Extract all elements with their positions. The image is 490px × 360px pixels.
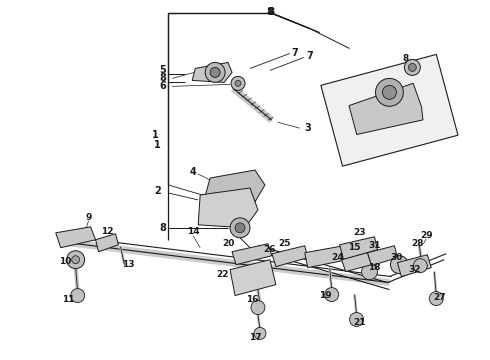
Circle shape [67,251,85,269]
Circle shape [235,223,245,233]
Text: 4: 4 [190,167,196,177]
Text: 14: 14 [187,227,199,236]
Circle shape [71,289,85,302]
Text: 8: 8 [267,6,273,17]
Text: 26: 26 [264,245,276,254]
Polygon shape [230,260,276,296]
Polygon shape [342,253,371,272]
Circle shape [251,301,265,315]
Text: 28: 28 [411,239,423,248]
Polygon shape [232,244,272,265]
Text: 31: 31 [368,241,381,250]
Text: 12: 12 [101,227,114,236]
Text: 32: 32 [408,265,420,274]
Text: 5: 5 [159,66,166,76]
Circle shape [72,256,80,264]
Text: 19: 19 [319,291,332,300]
Circle shape [408,63,416,71]
Text: 18: 18 [368,263,381,272]
Text: 8: 8 [159,73,166,84]
Text: 27: 27 [433,293,445,302]
Circle shape [429,292,443,306]
Polygon shape [321,54,458,166]
Polygon shape [349,83,423,135]
Text: 16: 16 [245,295,258,304]
Polygon shape [205,170,265,208]
Polygon shape [305,244,358,268]
Text: 10: 10 [59,257,72,266]
Text: 8: 8 [267,6,274,17]
Text: 1: 1 [154,140,161,150]
Text: 2: 2 [154,186,161,196]
Text: 21: 21 [353,318,366,327]
Text: 9: 9 [85,213,92,222]
Circle shape [205,62,225,82]
Circle shape [254,328,266,339]
Circle shape [235,80,241,86]
Polygon shape [96,234,119,252]
Circle shape [210,67,220,77]
Text: 13: 13 [122,260,135,269]
Circle shape [231,76,245,90]
Polygon shape [198,188,258,228]
Text: 29: 29 [420,231,433,240]
Polygon shape [340,237,377,260]
Text: 17: 17 [248,333,261,342]
Circle shape [404,59,420,75]
Circle shape [375,78,403,106]
Text: 24: 24 [331,253,344,262]
Text: 6: 6 [159,81,166,91]
Polygon shape [397,255,431,276]
Circle shape [230,218,250,238]
Text: 7: 7 [292,49,298,58]
Polygon shape [56,227,96,248]
Text: 1: 1 [152,130,159,140]
Circle shape [362,264,377,280]
Text: 3: 3 [304,123,311,133]
Text: 8: 8 [159,223,166,233]
Polygon shape [368,246,397,266]
Text: 22: 22 [216,270,228,279]
Text: 25: 25 [279,239,291,248]
Polygon shape [192,62,232,82]
Circle shape [383,85,396,99]
Text: 23: 23 [353,228,366,237]
Text: 8: 8 [402,54,409,63]
Text: 7: 7 [306,51,313,62]
Polygon shape [272,246,308,267]
Circle shape [349,312,364,327]
Text: 20: 20 [222,239,234,248]
Text: 15: 15 [348,243,361,252]
Circle shape [414,259,427,273]
Circle shape [391,256,408,274]
Text: 30: 30 [390,253,403,262]
Text: 11: 11 [62,295,75,304]
Circle shape [325,288,339,302]
